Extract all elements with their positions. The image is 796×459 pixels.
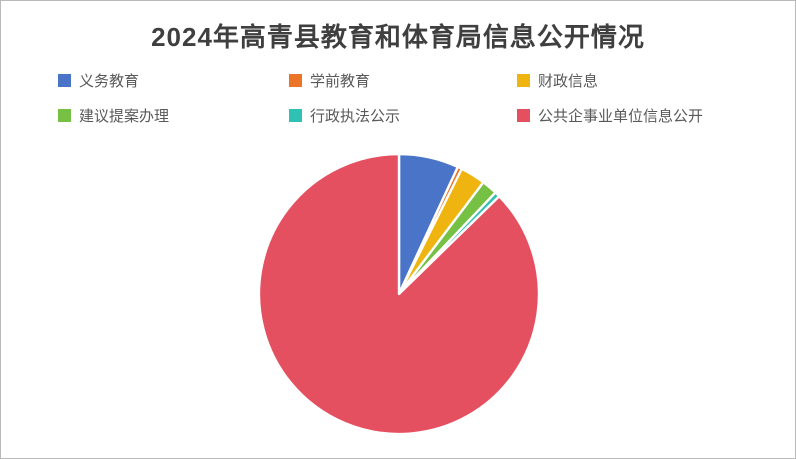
legend-label: 学前教育 [310, 73, 371, 90]
legend-item-preschool-education[interactable]: 学前教育 [289, 70, 370, 91]
legend-item-public-institution-disclosure[interactable]: 公共企事业单位信息公开 [517, 105, 703, 126]
legend-item-compulsory-education[interactable]: 义务教育 [58, 70, 139, 91]
legend-swatch-icon [517, 74, 530, 87]
legend-swatch-icon [58, 109, 71, 122]
legend-label: 建议提案办理 [79, 108, 170, 125]
legend-item-fiscal-information[interactable]: 财政信息 [517, 70, 598, 91]
legend-swatch-icon [289, 74, 302, 87]
chart-title: 2024年高青县教育和体育局信息公开情况 [151, 22, 645, 52]
legend-label: 公共企事业单位信息公开 [538, 108, 704, 125]
legend-swatch-icon [58, 74, 71, 87]
legend-item-proposal-handling[interactable]: 建议提案办理 [58, 105, 169, 126]
legend-label: 义务教育 [79, 73, 140, 90]
pie-slice-5[interactable] [257, 152, 541, 436]
legend-item-law-enforcement-publicity[interactable]: 行政执法公示 [289, 105, 400, 126]
legend-label: 行政执法公示 [310, 108, 401, 125]
legend-swatch-icon [517, 109, 530, 122]
legend-label: 财政信息 [538, 73, 599, 90]
legend-swatch-icon [289, 109, 302, 122]
